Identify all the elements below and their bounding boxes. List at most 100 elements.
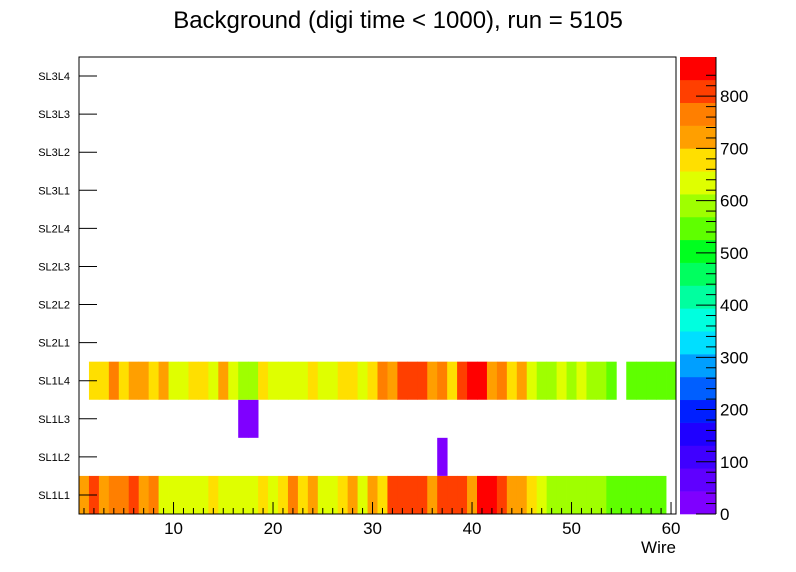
palette-swatch [680,262,716,286]
palette-swatch [680,239,716,263]
x-axis: 10 20 30 40 50 60 [83,502,681,538]
palette-swatch [680,399,716,423]
heatmap-cell [387,361,398,400]
y-tick-label: SL3L2 [38,147,70,159]
y-tick-label: SL3L1 [38,185,70,197]
z-tick-label: 600 [720,192,748,211]
heatmap-cell [228,475,239,514]
heatmap-cell [427,361,438,400]
palette-swatch [680,422,716,446]
palette-swatch [680,308,716,332]
palette-swatch [680,216,716,241]
heatmap-cell [337,475,349,514]
heatmap-cell [118,475,130,514]
heatmap-cell [646,475,657,514]
heatmap-cell [317,361,329,400]
heatmap-cell [397,361,408,400]
y-tick-label: SL2L1 [38,338,70,350]
heatmap-cell [208,475,219,514]
heatmap-cell [646,361,657,400]
heatmap-cell [447,361,458,400]
heatmap-cell [248,399,259,438]
x-tick-label: 50 [562,519,581,538]
heatmap-cell [417,475,428,514]
heatmap-cell [108,475,120,514]
z-axis: 0 100 200 300 400 500 600 700 800 [696,57,748,524]
palette-swatch [680,331,716,355]
heatmap-cell [287,361,299,400]
heatmap-cell [397,475,408,514]
heatmap-cell [218,475,229,514]
y-tick-label: SL3L4 [38,71,70,83]
heatmap-cell [118,361,130,400]
z-tick-label: 800 [720,87,748,106]
heatmap-cell [347,475,358,514]
heatmap-cell [138,361,150,400]
heatmap-cell [596,475,607,514]
heatmap-cell [208,361,219,400]
heatmap-cell [258,361,269,400]
heatmap-cell [307,475,319,514]
heatmap-cell [556,361,567,400]
heatmap-cell [606,361,617,400]
heatmap-cell [576,475,587,514]
heatmap-cell [178,361,189,400]
heatmap-cell [626,475,637,514]
heatmap-cell [238,475,249,514]
palette-swatch [680,148,716,172]
heatmap-cell [148,475,159,514]
z-tick-label: 0 [720,505,729,524]
heatmap-cell [526,475,538,514]
x-tick-label: 10 [164,519,183,538]
heatmap-cell [407,361,418,400]
heatmap-cell [188,361,199,400]
palette-swatch [680,491,716,515]
x-tick-label: 60 [662,519,681,538]
heatmap-cell [516,361,528,400]
heatmap-cell [566,475,577,514]
heatmap-cell [427,475,438,514]
palette-swatch [680,354,716,378]
heatmap-cell [606,475,617,514]
heatmap-cell [586,475,597,514]
heatmap-cell [158,475,169,514]
heatmap-cell [188,475,199,514]
heatmap-cell [287,475,299,514]
x-axis-label: Wire [641,538,676,557]
heatmap-cell [357,475,368,514]
heatmap-cell [347,361,358,400]
heatmap-cell [516,475,528,514]
heatmap-cell [278,361,289,400]
heatmap-cell [258,475,269,514]
y-tick-label: SL1L3 [38,414,70,426]
palette-swatch [680,376,716,401]
plot-frame [78,56,677,515]
heatmap-cell [367,475,378,514]
heatmap-cell [278,475,289,514]
heatmap-cell [447,475,458,514]
heatmap-cell [586,361,597,400]
heatmap-cell [656,361,667,400]
heatmap-cell [128,361,140,400]
heatmap-cell [297,361,309,400]
heatmap-cell [248,361,259,400]
palette-swatch [680,171,716,195]
x-tick-label: 30 [363,519,382,538]
y-tick-label: SL2L2 [38,300,70,312]
heatmap-cell [467,361,478,400]
heatmap-cell [556,475,567,514]
heatmap-cell [486,475,498,514]
z-tick-label: 700 [720,139,748,158]
heatmap-cell [437,361,448,400]
heatmap-cells [79,361,677,514]
heatmap-cell [506,361,518,400]
heatmap-cell [407,475,418,514]
palette-swatch [680,445,716,469]
heatmap-cell [327,475,339,514]
palette-swatch [680,57,716,81]
heatmap-cell [238,361,249,400]
heatmap-cell [616,475,627,514]
z-tick-label: 300 [720,348,748,367]
heatmap-cell [297,475,309,514]
heatmap-cell [178,475,189,514]
